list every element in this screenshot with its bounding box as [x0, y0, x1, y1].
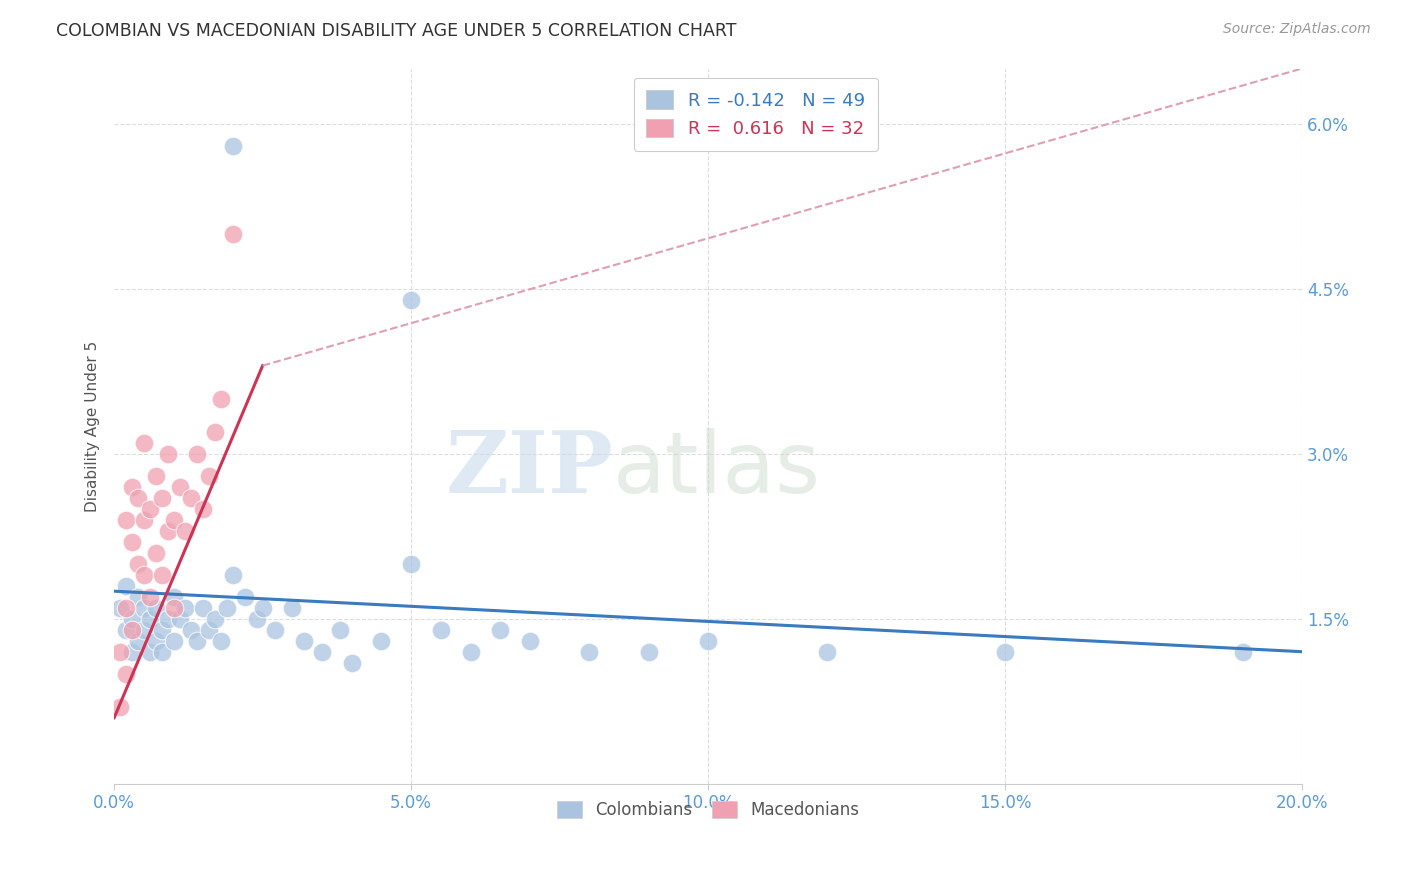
Point [329, 623, 352, 637]
Y-axis label: Disability Age Under 5: Disability Age Under 5 [86, 341, 100, 512]
Point [150, 623, 173, 637]
Point [108, 600, 131, 615]
Point [132, 623, 155, 637]
Point [209, 633, 232, 648]
Point [193, 501, 215, 516]
Point [121, 623, 143, 637]
Point [145, 633, 167, 648]
Point [127, 633, 149, 648]
Point [222, 138, 245, 153]
Point [115, 579, 138, 593]
Point [115, 513, 138, 527]
Point [198, 468, 221, 483]
Point [162, 600, 184, 615]
Point [150, 645, 173, 659]
Point [246, 612, 269, 626]
Point [139, 645, 162, 659]
Point [430, 623, 453, 637]
Point [263, 623, 285, 637]
Point [399, 293, 422, 307]
Point [204, 425, 226, 439]
Point [139, 590, 162, 604]
Point [132, 600, 155, 615]
Point [252, 600, 274, 615]
Point [145, 546, 167, 560]
Point [115, 600, 138, 615]
Point [370, 633, 392, 648]
Point [193, 600, 215, 615]
Point [139, 501, 162, 516]
Point [578, 645, 600, 659]
Point [121, 645, 143, 659]
Legend: Colombians, Macedonians: Colombians, Macedonians [550, 794, 866, 825]
Point [637, 645, 659, 659]
Point [127, 557, 149, 571]
Point [697, 633, 720, 648]
Text: COLOMBIAN VS MACEDONIAN DISABILITY AGE UNDER 5 CORRELATION CHART: COLOMBIAN VS MACEDONIAN DISABILITY AGE U… [56, 22, 737, 40]
Point [180, 623, 202, 637]
Point [145, 468, 167, 483]
Point [281, 600, 304, 615]
Text: atlas: atlas [613, 427, 821, 510]
Point [222, 567, 245, 582]
Point [204, 612, 226, 626]
Point [132, 435, 155, 450]
Point [162, 513, 184, 527]
Point [132, 513, 155, 527]
Point [115, 666, 138, 681]
Point [115, 623, 138, 637]
Point [150, 491, 173, 505]
Point [132, 567, 155, 582]
Point [156, 524, 179, 538]
Point [186, 633, 208, 648]
Point [169, 480, 191, 494]
Text: Source: ZipAtlas.com: Source: ZipAtlas.com [1223, 22, 1371, 37]
Point [994, 645, 1017, 659]
Point [519, 633, 541, 648]
Point [815, 645, 838, 659]
Point [489, 623, 512, 637]
Point [209, 392, 232, 406]
Point [186, 447, 208, 461]
Point [340, 656, 363, 670]
Point [139, 612, 162, 626]
Point [215, 600, 238, 615]
Text: ZIP: ZIP [446, 427, 613, 511]
Point [180, 491, 202, 505]
Point [145, 600, 167, 615]
Point [162, 590, 184, 604]
Point [121, 534, 143, 549]
Point [222, 227, 245, 241]
Point [156, 447, 179, 461]
Point [108, 645, 131, 659]
Point [198, 623, 221, 637]
Point [121, 612, 143, 626]
Point [108, 699, 131, 714]
Point [311, 645, 333, 659]
Point [127, 491, 149, 505]
Point [292, 633, 315, 648]
Point [162, 633, 184, 648]
Point [174, 524, 197, 538]
Point [1232, 645, 1254, 659]
Point [169, 612, 191, 626]
Point [233, 590, 256, 604]
Point [460, 645, 482, 659]
Point [150, 567, 173, 582]
Point [156, 612, 179, 626]
Point [121, 480, 143, 494]
Point [174, 600, 197, 615]
Point [399, 557, 422, 571]
Point [127, 590, 149, 604]
